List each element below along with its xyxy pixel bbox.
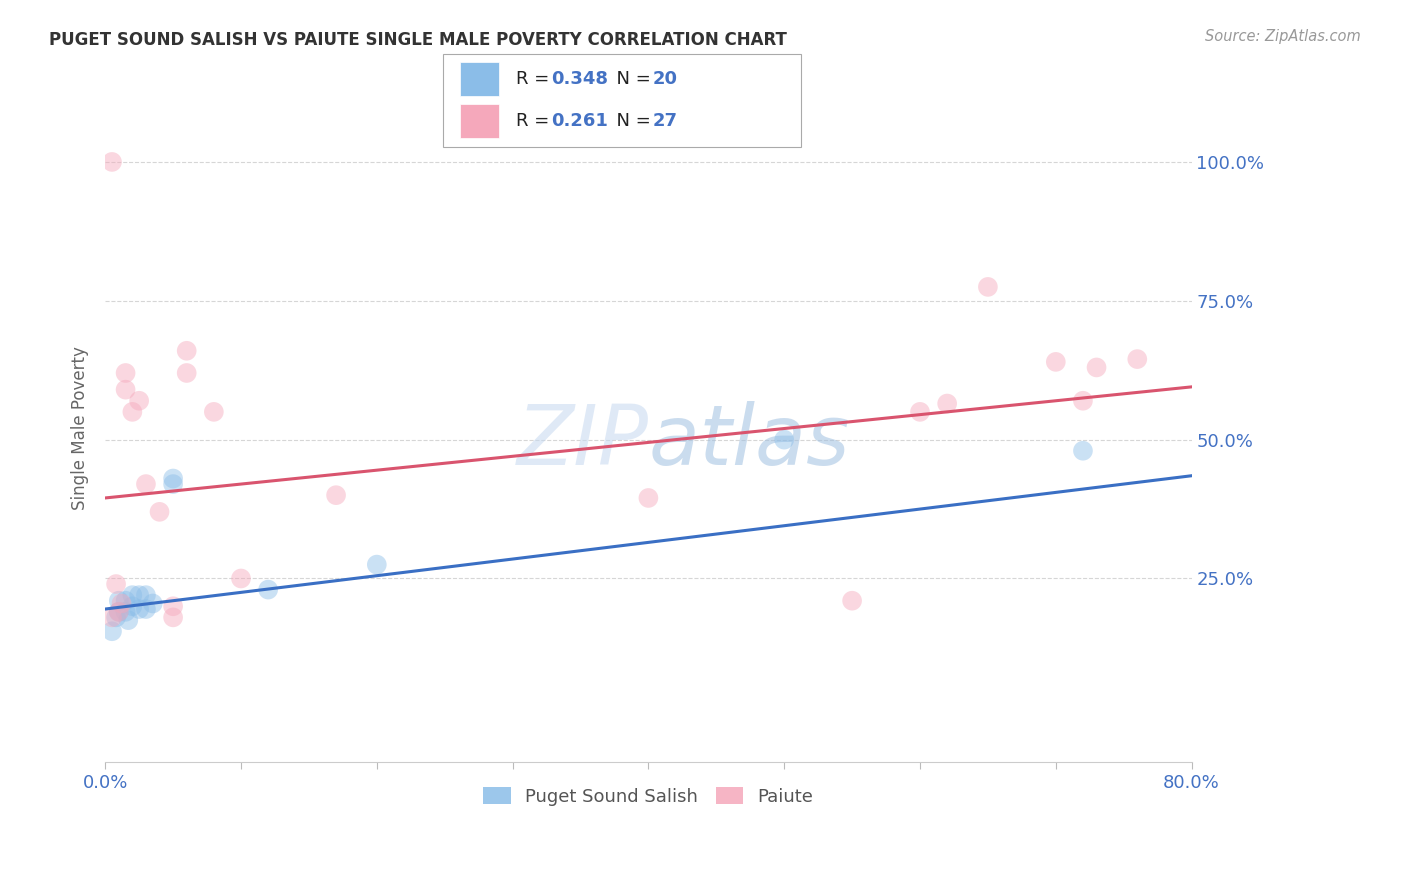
Y-axis label: Single Male Poverty: Single Male Poverty <box>72 347 89 510</box>
Legend: Puget Sound Salish, Paiute: Puget Sound Salish, Paiute <box>477 780 821 813</box>
Point <box>142 597 165 611</box>
Point <box>101 610 124 624</box>
Point <box>135 588 157 602</box>
Point <box>107 605 129 619</box>
Point <box>325 488 347 502</box>
Point <box>257 582 280 597</box>
Point <box>1045 355 1067 369</box>
Point <box>176 343 198 358</box>
Point <box>114 366 136 380</box>
Point <box>114 593 136 607</box>
Point <box>148 505 170 519</box>
Point <box>121 405 143 419</box>
Point <box>105 610 128 624</box>
Point <box>229 572 252 586</box>
Point <box>114 383 136 397</box>
Point <box>773 433 796 447</box>
Point <box>637 491 659 505</box>
Point <box>977 280 1000 294</box>
Point <box>936 396 959 410</box>
Text: PUGET SOUND SALISH VS PAIUTE SINGLE MALE POVERTY CORRELATION CHART: PUGET SOUND SALISH VS PAIUTE SINGLE MALE… <box>49 31 787 49</box>
Text: N =: N = <box>605 112 657 130</box>
Point <box>101 624 124 639</box>
Text: 27: 27 <box>652 112 678 130</box>
Point <box>162 471 184 485</box>
Text: Source: ZipAtlas.com: Source: ZipAtlas.com <box>1205 29 1361 44</box>
Point <box>908 405 931 419</box>
Point <box>121 588 143 602</box>
Point <box>1071 393 1094 408</box>
Point <box>366 558 388 572</box>
Text: N =: N = <box>605 70 657 87</box>
Point <box>176 366 198 380</box>
Text: ZIP: ZIP <box>516 401 648 483</box>
Point <box>128 393 150 408</box>
Point <box>128 602 150 616</box>
Point <box>1085 360 1108 375</box>
Point <box>128 588 150 602</box>
Point <box>135 602 157 616</box>
Text: atlas: atlas <box>648 401 851 483</box>
Point <box>114 605 136 619</box>
Point <box>117 613 139 627</box>
Point <box>107 605 129 619</box>
Text: R =: R = <box>516 70 555 87</box>
Point <box>101 155 124 169</box>
Text: 20: 20 <box>652 70 678 87</box>
Point <box>841 593 863 607</box>
Point <box>162 599 184 614</box>
Text: R =: R = <box>516 112 555 130</box>
Text: 0.261: 0.261 <box>551 112 607 130</box>
Point <box>1071 443 1094 458</box>
Point <box>162 610 184 624</box>
Point <box>107 593 129 607</box>
Text: 0.348: 0.348 <box>551 70 609 87</box>
Point <box>135 477 157 491</box>
Point <box>202 405 225 419</box>
Point <box>110 597 132 611</box>
Point <box>105 577 128 591</box>
Point <box>162 477 184 491</box>
Point <box>1126 352 1149 367</box>
Point <box>121 599 143 614</box>
